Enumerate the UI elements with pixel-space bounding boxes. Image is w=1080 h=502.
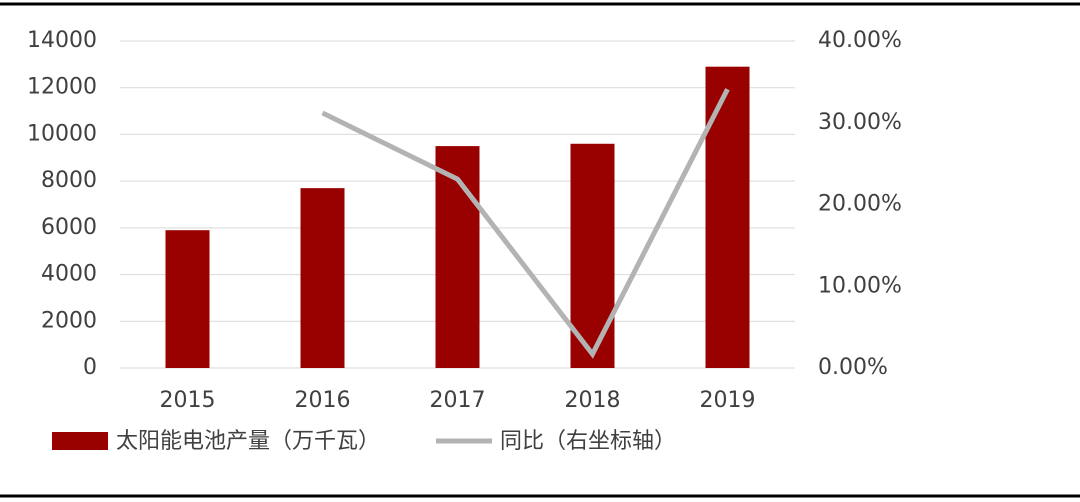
- y2-tick-label: 0.00%: [818, 355, 888, 380]
- y-tick-label: 6000: [41, 215, 97, 240]
- y-tick-label: 8000: [41, 168, 97, 193]
- bar: [165, 230, 210, 368]
- legend-swatch: [52, 432, 108, 450]
- y-tick-label: 0: [83, 355, 97, 380]
- y2-tick-label: 40.00%: [818, 28, 902, 53]
- y-tick-label: 4000: [41, 262, 97, 287]
- y-tick-label: 14000: [27, 28, 97, 53]
- y2-tick-label: 20.00%: [818, 192, 902, 217]
- x-tick-label: 2019: [700, 388, 756, 413]
- bar: [705, 66, 750, 368]
- legend-label: 太阳能电池产量（万千瓦）: [116, 429, 380, 454]
- line: [321, 88, 730, 359]
- x-tick-label: 2017: [430, 388, 486, 413]
- y2-tick-label: 10.00%: [818, 273, 902, 298]
- bar: [300, 188, 345, 368]
- x-tick-label: 2016: [295, 388, 351, 413]
- x-tick-label: 2015: [160, 388, 216, 413]
- x-tick-label: 2018: [565, 388, 621, 413]
- y-tick-label: 10000: [27, 121, 97, 146]
- legend-label: 同比（右坐标轴）: [500, 429, 676, 454]
- y-tick-label: 2000: [41, 308, 97, 333]
- y2-tick-label: 30.00%: [818, 110, 902, 135]
- y-tick-label: 12000: [27, 75, 97, 100]
